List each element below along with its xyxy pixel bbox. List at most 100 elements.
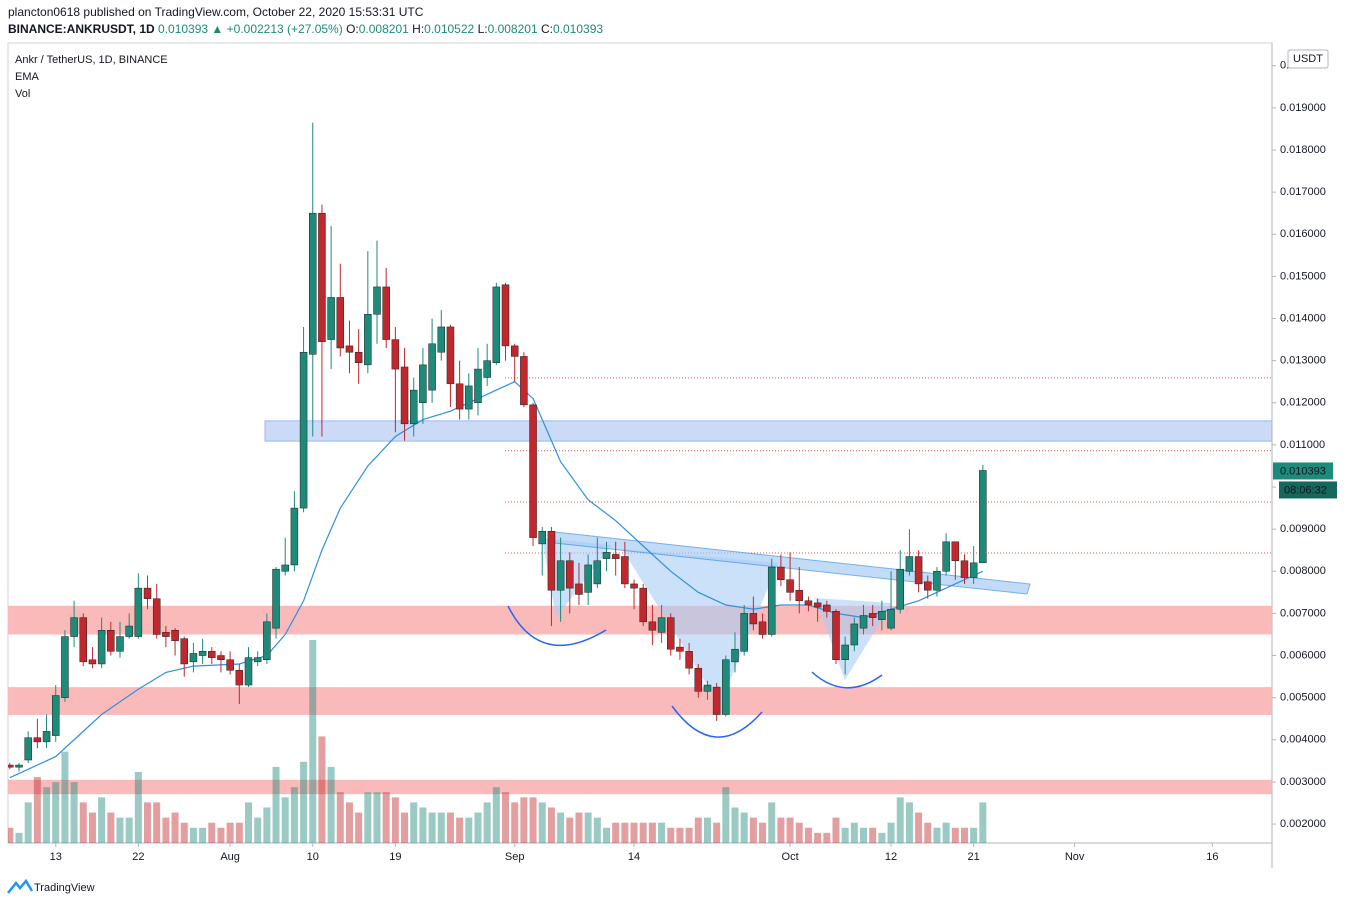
- candle-body: [15, 764, 23, 768]
- currency[interactable]: USDT: [1293, 53, 1323, 65]
- currency-badge[interactable]: [1287, 49, 1329, 69]
- y-tick-label: 0.006000: [1280, 649, 1326, 661]
- legend-ema: EMA: [15, 71, 40, 83]
- volume-bar: [786, 817, 794, 843]
- candle-body: [832, 611, 840, 660]
- c-label: C:: [540, 22, 553, 36]
- candle-body: [354, 351, 363, 363]
- volume-bar: [511, 802, 519, 843]
- x-tick-label: Aug: [220, 851, 240, 863]
- countdown-box: [1279, 481, 1337, 499]
- candle-body: [382, 286, 390, 340]
- candle-body: [584, 564, 592, 593]
- candle-body: [804, 600, 813, 606]
- candle-body: [162, 632, 170, 637]
- candle-body: [786, 579, 794, 593]
- logo-icon: [7, 878, 34, 894]
- candle-body: [97, 630, 106, 665]
- candle-body: [813, 602, 822, 608]
- volume-bar: [951, 827, 959, 843]
- candle-body: [859, 615, 868, 629]
- volume-bar: [171, 812, 179, 843]
- brand: TradingView: [34, 882, 95, 894]
- candle-body: [180, 638, 188, 665]
- last-price-box: [1273, 462, 1333, 480]
- candle-body: [42, 731, 51, 743]
- shoulder-curve: [811, 671, 883, 689]
- y-tick-label: 0.003000: [1280, 776, 1326, 788]
- candle-body: [116, 636, 124, 652]
- y-tick-label: 0.004000: [1280, 734, 1326, 746]
- y-tick-label: 0.015000: [1280, 270, 1326, 282]
- x-tick-label: 13: [50, 851, 62, 863]
- volume-bar: [364, 792, 372, 843]
- volume-bar: [630, 822, 638, 843]
- volume-bar: [703, 817, 711, 843]
- y-tick-label: 0.008000: [1280, 565, 1326, 577]
- volume-bar: [814, 832, 822, 843]
- volume-bar: [410, 802, 418, 843]
- volume-bar: [832, 817, 840, 843]
- candle-body: [244, 657, 253, 686]
- candle-body: [667, 617, 675, 650]
- volume-bar: [878, 832, 886, 843]
- volume-bar: [887, 822, 895, 843]
- y-tick-label: 0.016000: [1280, 228, 1326, 240]
- volume-bar: [850, 822, 858, 843]
- y-tick-label: 0.013000: [1280, 355, 1326, 367]
- volume-bar: [144, 802, 152, 843]
- publish-line: plancton0618 published on TradingView.co…: [8, 5, 423, 19]
- candle-body: [657, 617, 666, 633]
- candle-body: [905, 556, 914, 572]
- volume-bar: [685, 827, 693, 843]
- change: ▲ +0.002213 (+27.05%): [211, 22, 343, 36]
- volume-bar: [300, 761, 308, 843]
- volume-bar: [116, 817, 124, 843]
- x-tick-label: 16: [1206, 851, 1218, 863]
- volume-bar: [98, 797, 106, 843]
- volume-bar: [795, 822, 803, 843]
- candle-body: [226, 659, 234, 671]
- y-tick-label: 0.017000: [1280, 186, 1326, 198]
- candle-body: [51, 695, 60, 736]
- zone: [8, 687, 1272, 715]
- volume-bar: [180, 822, 188, 843]
- x-tick-label: 14: [628, 851, 640, 863]
- volume-bar: [382, 792, 390, 843]
- candle-body: [924, 581, 932, 591]
- y-tick-label: 0.018000: [1280, 144, 1326, 156]
- candle-body: [88, 659, 97, 665]
- candle-body: [299, 351, 308, 509]
- h-label: H:: [412, 22, 425, 36]
- candle-body: [235, 670, 244, 686]
- volume-bar: [446, 812, 454, 843]
- candle-body: [171, 630, 179, 642]
- volume-bar: [226, 822, 234, 843]
- volume-bar: [401, 812, 409, 843]
- candle-body: [483, 360, 491, 378]
- volume-bar: [960, 827, 968, 843]
- o-label: O:: [346, 22, 359, 36]
- volume-bar: [933, 827, 941, 843]
- volume-bar: [979, 802, 987, 843]
- y-tick-label: 0.005000: [1280, 692, 1326, 704]
- candle-body: [749, 613, 758, 625]
- candle-body: [309, 212, 317, 355]
- candle-body: [896, 568, 904, 610]
- candle-body: [969, 562, 978, 578]
- volume: [8, 640, 987, 843]
- candle-body: [446, 326, 455, 385]
- volume-bar: [290, 787, 298, 843]
- candle-body: [24, 737, 32, 761]
- y-tick-label: 0.014000: [1280, 312, 1326, 324]
- volume-bar: [52, 782, 60, 843]
- volume-bar: [318, 736, 326, 843]
- candle-body: [143, 587, 152, 599]
- candle-body: [345, 345, 354, 353]
- volume-bar: [869, 827, 877, 843]
- candle-body: [942, 541, 950, 572]
- volume-bar: [61, 751, 69, 843]
- candle-body: [327, 297, 335, 340]
- volume-bar: [860, 827, 868, 843]
